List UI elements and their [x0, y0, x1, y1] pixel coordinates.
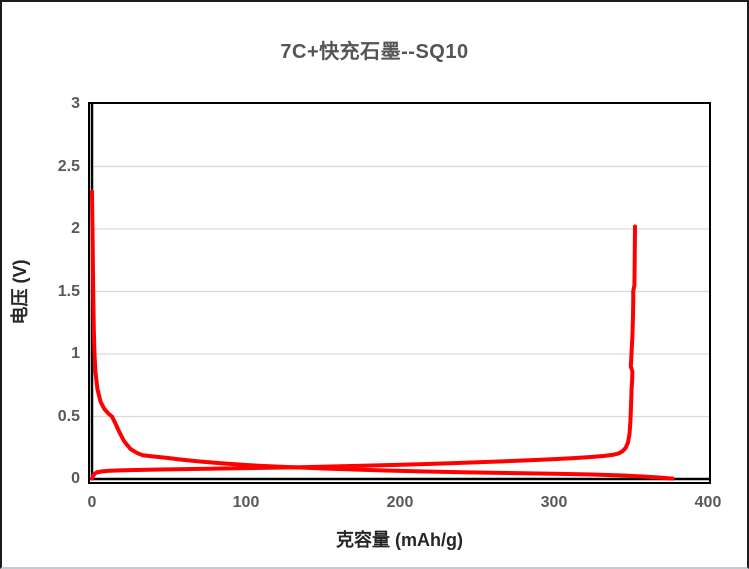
y-tick-label: 1	[71, 345, 80, 362]
x-tick-label: 100	[232, 494, 260, 511]
x-tick-label: 300	[540, 494, 568, 511]
y-tick-label: 2	[71, 220, 80, 237]
y-tick-label: 2.5	[57, 157, 80, 175]
x-tick-label: 200	[386, 494, 414, 511]
x-tick-label: 400	[694, 494, 722, 511]
y-tick-label: 0	[71, 470, 80, 487]
x-axis-title: 克容量 (mAh/g)	[336, 530, 463, 550]
x-tick-label: 0	[87, 494, 97, 511]
discharge-lithiation-curve	[90, 189, 675, 481]
charge-delithiation-curve	[90, 224, 637, 481]
y-tick-label: 0.5	[57, 407, 80, 425]
chart-title: 7C+快充石墨--SQ10	[280, 41, 469, 63]
y-tick-label: 1.5	[57, 282, 80, 300]
series-plot-svg	[90, 104, 709, 481]
y-tick-label: 3	[71, 95, 80, 112]
plot-area	[88, 102, 711, 484]
